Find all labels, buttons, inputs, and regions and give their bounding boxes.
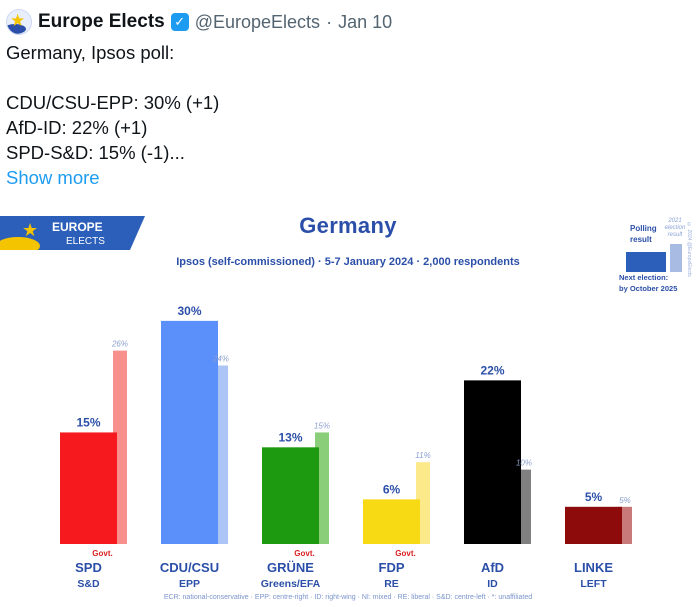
- previous-value-label: 26%: [111, 340, 128, 349]
- copyright-note: © 2024 @EuropeElects: [686, 222, 692, 277]
- tweet-line: CDU/CSU-EPP: 30% (+1): [6, 92, 220, 113]
- poll-value-label: 6%: [383, 482, 401, 496]
- logo-swoosh: [0, 237, 40, 250]
- poll-value-label: 5%: [585, 490, 603, 504]
- chart-subtitle: Ipsos (self-commissioned) · 5-7 January …: [176, 256, 520, 268]
- party-group-label: ID: [487, 578, 498, 590]
- poll-value-label: 30%: [177, 304, 201, 318]
- party-name-label: AfD: [481, 560, 504, 575]
- party-group-label: EPP: [179, 578, 200, 590]
- logo-star-icon: ★: [22, 220, 38, 241]
- govt-marker: Govt.: [395, 549, 415, 558]
- timestamp[interactable]: Jan 10: [338, 11, 393, 32]
- verified-badge-icon: ✓: [170, 13, 189, 31]
- next-election-line: Next election:: [619, 273, 669, 282]
- legend-polling-label: Polling result: [630, 224, 657, 244]
- previous-value-label: 24%: [212, 355, 229, 364]
- party-name-label: CDU/CSU: [160, 560, 219, 575]
- legend-previous-label: 2021 election result: [664, 218, 686, 238]
- logo-text-1: EUROPE: [52, 220, 103, 234]
- previous-value-label: 5%: [619, 496, 631, 505]
- poll-bar: [161, 320, 218, 544]
- next-election-note: Next election: by October 2025: [619, 272, 677, 294]
- poll-bar: [262, 447, 319, 544]
- previous-value-label: 11%: [415, 451, 430, 460]
- previous-value-label: 10%: [516, 459, 532, 468]
- poll-bar: [464, 380, 521, 544]
- logo-text-2: ELECTS: [66, 236, 105, 247]
- tweet-line: SPD-S&D: 15% (-1)...: [6, 142, 185, 163]
- party-group-footnote: ECR: national-conservative · EPP: centre…: [163, 594, 533, 601]
- party-group-label: Greens/EFA: [261, 578, 321, 590]
- handle[interactable]: @EuropeElects: [194, 11, 321, 32]
- party-name-label: FDP: [379, 560, 405, 575]
- legend-swatch-previous: [670, 244, 682, 272]
- chart-title: Germany: [299, 213, 397, 238]
- avatar-swoosh: [7, 24, 26, 34]
- party-group-label: S&D: [77, 578, 100, 590]
- poll-bar: [363, 499, 420, 544]
- tweet-text: Germany, Ipsos poll: CDU/CSU-EPP: 30% (+…: [6, 40, 219, 190]
- poll-chart-image[interactable]: ★ EUROPE ELECTS Germany Ipsos (self-comm…: [0, 200, 696, 607]
- poll-bar: [565, 506, 622, 544]
- poll-value-label: 15%: [76, 415, 100, 429]
- star-icon: ★: [10, 11, 26, 30]
- poll-value-label: 13%: [278, 430, 302, 444]
- bar-chart: 15% 26% Govt. SPD S&D 30% 24% CDU/CSU EPP 13% 15% G…: [60, 304, 632, 590]
- tweet-line-blank: [6, 65, 219, 90]
- europe-elects-logo: ★ EUROPE ELECTS: [0, 216, 145, 250]
- party-name-label: LINKE: [574, 560, 613, 575]
- govt-marker: Govt.: [92, 549, 112, 558]
- tweet-header: ★ Europe Elects ✓ @EuropeElects · Jan 10: [6, 8, 392, 36]
- previous-value-label: 15%: [314, 421, 330, 430]
- tweet-line: AfD-ID: 22% (+1): [6, 117, 148, 138]
- party-name-label: GRÜNE: [267, 560, 314, 575]
- separator-dot: ·: [326, 11, 333, 32]
- show-more-link[interactable]: Show more: [6, 167, 100, 188]
- govt-marker: Govt.: [294, 549, 314, 558]
- chart-legend: Polling result 2021 election result © 20…: [612, 208, 694, 298]
- avatar[interactable]: ★: [6, 9, 32, 35]
- poll-bar: [60, 432, 117, 544]
- tweet-line: Germany, Ipsos poll:: [6, 42, 175, 63]
- next-election-date: by October 2025: [619, 284, 678, 293]
- legend-swatch-polling: [626, 252, 666, 272]
- party-group-label: RE: [384, 578, 399, 590]
- poll-value-label: 22%: [480, 363, 504, 377]
- party-name-label: SPD: [75, 560, 102, 575]
- party-group-label: LEFT: [580, 578, 607, 590]
- display-name[interactable]: Europe Elects: [38, 11, 165, 32]
